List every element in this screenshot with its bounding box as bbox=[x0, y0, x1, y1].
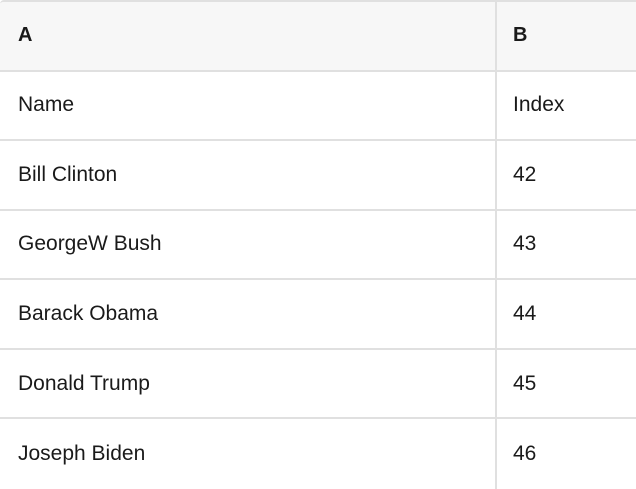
column-header-a-label: A bbox=[18, 24, 33, 47]
column-header-b-label: B bbox=[513, 24, 528, 47]
cell-b2[interactable]: 42 bbox=[497, 141, 636, 209]
table-row: GeorgeW Bush 43 bbox=[0, 210, 636, 281]
column-header-b[interactable]: B bbox=[497, 2, 636, 70]
cell-a1[interactable]: Name bbox=[0, 71, 497, 140]
cell-a3[interactable]: GeorgeW Bush bbox=[0, 210, 497, 279]
cell-b1-text: Index bbox=[513, 93, 565, 117]
cell-b5-text: 45 bbox=[513, 371, 537, 395]
column-header-a[interactable]: A bbox=[0, 2, 497, 70]
table-row: Donald Trump 45 bbox=[0, 349, 636, 420]
cell-a6-text: Joseph Biden bbox=[18, 442, 146, 466]
cell-b3[interactable]: 43 bbox=[497, 211, 636, 279]
cell-b4-text: 44 bbox=[513, 302, 537, 326]
cell-b2-text: 42 bbox=[513, 162, 537, 186]
table-row: Joseph Biden 46 bbox=[0, 419, 636, 489]
cell-b3-text: 43 bbox=[513, 232, 537, 256]
cell-a6[interactable]: Joseph Biden bbox=[0, 419, 497, 489]
cell-b1[interactable]: Index bbox=[497, 72, 636, 140]
cell-a4-text: Barack Obama bbox=[18, 302, 159, 326]
cell-a3-text: GeorgeW Bush bbox=[18, 232, 162, 256]
cell-a4[interactable]: Barack Obama bbox=[0, 280, 497, 348]
cell-a5-text: Donald Trump bbox=[18, 371, 150, 395]
cell-a5[interactable]: Donald Trump bbox=[0, 349, 497, 418]
cell-b4[interactable]: 44 bbox=[497, 280, 636, 348]
cell-a2-text: Bill Clinton bbox=[18, 162, 118, 186]
cell-b6[interactable]: 46 bbox=[497, 419, 636, 489]
table-row: Name Index bbox=[0, 71, 636, 142]
table-row: Barack Obama 44 bbox=[0, 280, 636, 350]
cell-b5[interactable]: 45 bbox=[497, 350, 636, 418]
table-row: Bill Clinton 42 bbox=[0, 141, 636, 211]
cell-b6-text: 46 bbox=[513, 442, 537, 466]
cell-a1-text: Name bbox=[18, 93, 75, 117]
cell-a2[interactable]: Bill Clinton bbox=[0, 141, 497, 209]
column-header-row: A B bbox=[0, 2, 636, 72]
